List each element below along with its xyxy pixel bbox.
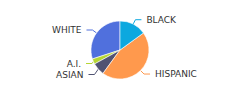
svg-text:A.I.: A.I. bbox=[67, 59, 81, 69]
svg-text:BLACK: BLACK bbox=[146, 15, 177, 25]
svg-text:HISPANIC: HISPANIC bbox=[155, 69, 197, 79]
svg-text:ASIAN: ASIAN bbox=[56, 70, 83, 80]
svg-text:WHITE: WHITE bbox=[52, 25, 82, 35]
